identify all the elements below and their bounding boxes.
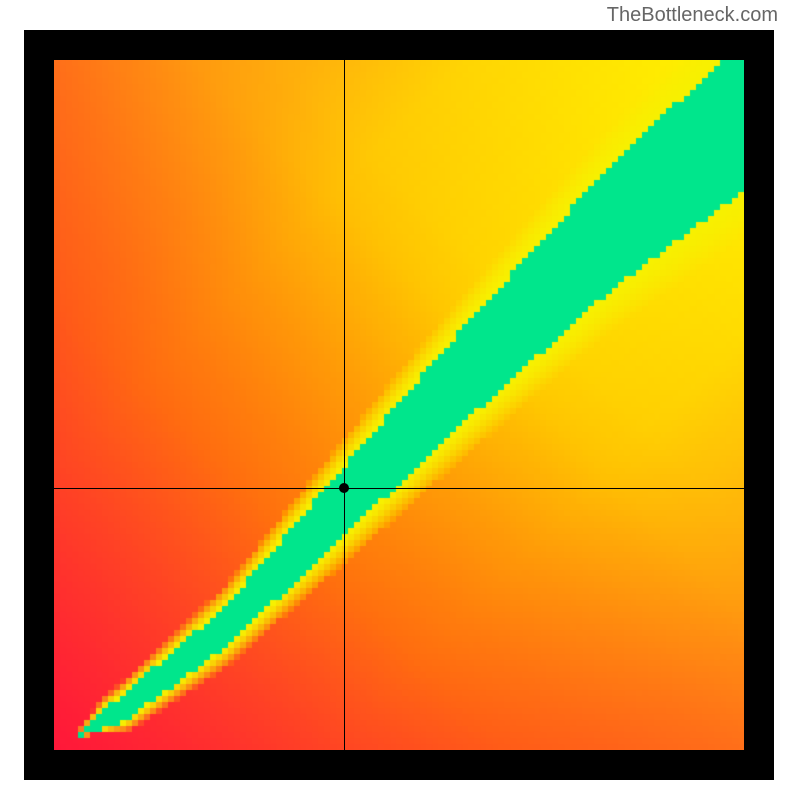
crosshair-horizontal (54, 488, 744, 489)
watermark-text: TheBottleneck.com (607, 4, 778, 27)
data-point-marker (339, 483, 349, 493)
chart-container: TheBottleneck.com (0, 0, 800, 800)
bottleneck-heatmap (54, 60, 744, 750)
chart-frame (24, 30, 774, 780)
crosshair-vertical (344, 60, 345, 750)
